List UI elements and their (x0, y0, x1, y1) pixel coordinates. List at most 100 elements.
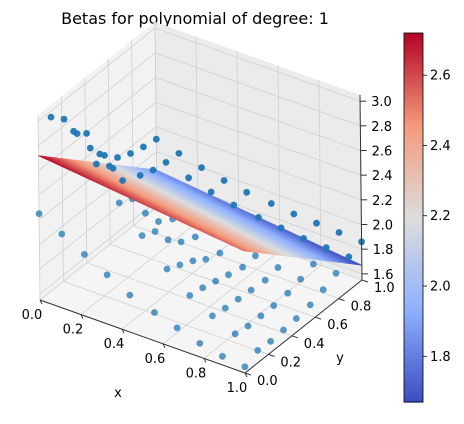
grid-line (155, 52, 361, 127)
data-point (186, 292, 194, 299)
colorbar-segment (404, 177, 423, 182)
data-point (162, 159, 170, 166)
data-point (274, 264, 282, 271)
colorbar-segment (404, 79, 423, 83)
colorbar-segment (404, 349, 423, 354)
colorbar-segment (404, 282, 423, 286)
data-point (47, 113, 55, 121)
colorbar-segment (404, 294, 423, 299)
x-tick-label: 0.6 (145, 352, 166, 367)
grid-line (155, 126, 362, 201)
colorbar-segment (404, 309, 423, 314)
colorbar-segment (404, 131, 423, 136)
colorbar-segment (404, 306, 423, 311)
grid-line (39, 151, 157, 245)
colorbar-segment (404, 186, 423, 191)
y-tick-label: 0.0 (257, 374, 278, 389)
data-points-front (47, 113, 365, 261)
data-point (177, 238, 185, 246)
y-tick-label: 0.2 (280, 355, 301, 370)
data-point (297, 275, 304, 283)
data-point (103, 271, 111, 279)
colorbar-segment (404, 192, 423, 197)
colorbar-segment (404, 39, 423, 43)
colorbar-segment (404, 389, 423, 394)
data-point (101, 152, 108, 159)
data-point (212, 277, 220, 285)
data-point (261, 276, 269, 284)
colorbar-segment (404, 269, 423, 274)
colorbar-segment (404, 312, 423, 317)
grid-line (39, 206, 158, 301)
grid-line (38, 101, 157, 196)
data-point (119, 177, 126, 184)
colorbar-segment (404, 318, 423, 323)
grid-line (37, 27, 156, 122)
colorbar-segment (404, 171, 423, 176)
colorbar-segment (404, 340, 423, 345)
x-axis-line (39, 299, 246, 374)
colorbar-segment (404, 260, 423, 265)
grid-line (39, 200, 158, 295)
colorbar-segment (404, 88, 423, 93)
y-tick-label: 0.4 (304, 337, 325, 352)
data-point (252, 252, 259, 260)
data-point (60, 115, 68, 123)
data-point (322, 244, 330, 252)
colorbar-segment (404, 392, 423, 397)
colorbar-segment (404, 358, 423, 363)
colorbar-segment (404, 352, 423, 357)
z-tick-label: 2.2 (372, 194, 393, 209)
colorbar-segment (404, 72, 423, 77)
data-point (189, 257, 197, 265)
data-point (290, 210, 298, 218)
data-point (58, 230, 66, 238)
y-tick-mark (361, 279, 369, 283)
data-point (81, 251, 88, 258)
colorbar-segment (404, 156, 423, 160)
grid-line (155, 101, 362, 176)
colorbar-tick-label: 1.8 (430, 350, 451, 365)
data-point (126, 291, 134, 299)
z-tick-label: 2.8 (371, 120, 392, 135)
colorbar-segment (404, 128, 423, 132)
colorbar-segment (404, 291, 423, 295)
colorbar-segment (404, 140, 423, 145)
colorbar-tick-label: 2.4 (430, 139, 451, 154)
colorbar-segment (404, 146, 423, 151)
colorbar-segment (404, 279, 423, 283)
data-point (83, 130, 90, 137)
colorbar-segment (404, 245, 423, 249)
colorbar-segment (404, 42, 423, 46)
colorbar-segment (404, 94, 423, 99)
colorbar-segment (404, 272, 423, 277)
data-point (267, 200, 275, 207)
colorbar-segment (404, 76, 423, 80)
data-point (163, 265, 171, 273)
colorbar-segment (404, 374, 423, 378)
data-point (35, 210, 43, 218)
colorbar-segment (404, 365, 423, 369)
colorbar-segment (404, 398, 423, 403)
data-point (247, 286, 255, 294)
colorbar-segment (404, 91, 423, 96)
data-point (292, 315, 300, 322)
x-tick-label: 0.0 (22, 308, 43, 323)
data-point (209, 312, 216, 320)
colorbar: 1.8 2.0 2.2 2.4 2.6 (403, 32, 451, 403)
axes-ticks: 0.00.20.40.60.81.0 0.00.20.40.60.81.01.61… (22, 94, 395, 396)
colorbar-segment (404, 149, 423, 154)
colorbar-segment (404, 51, 423, 56)
colorbar-segment (404, 362, 423, 366)
colorbar-segment (404, 334, 423, 339)
colorbar-segment (404, 337, 423, 342)
data-point (280, 326, 287, 334)
x-tick-label: 0.2 (63, 323, 84, 338)
colorbar-segment (404, 195, 423, 200)
colorbar-segment (404, 57, 423, 62)
data-point (176, 261, 184, 269)
data-point (151, 309, 158, 316)
colorbar-segment (404, 371, 423, 375)
colorbar-segment (404, 242, 423, 246)
x-tick-label: 0.4 (104, 337, 125, 352)
